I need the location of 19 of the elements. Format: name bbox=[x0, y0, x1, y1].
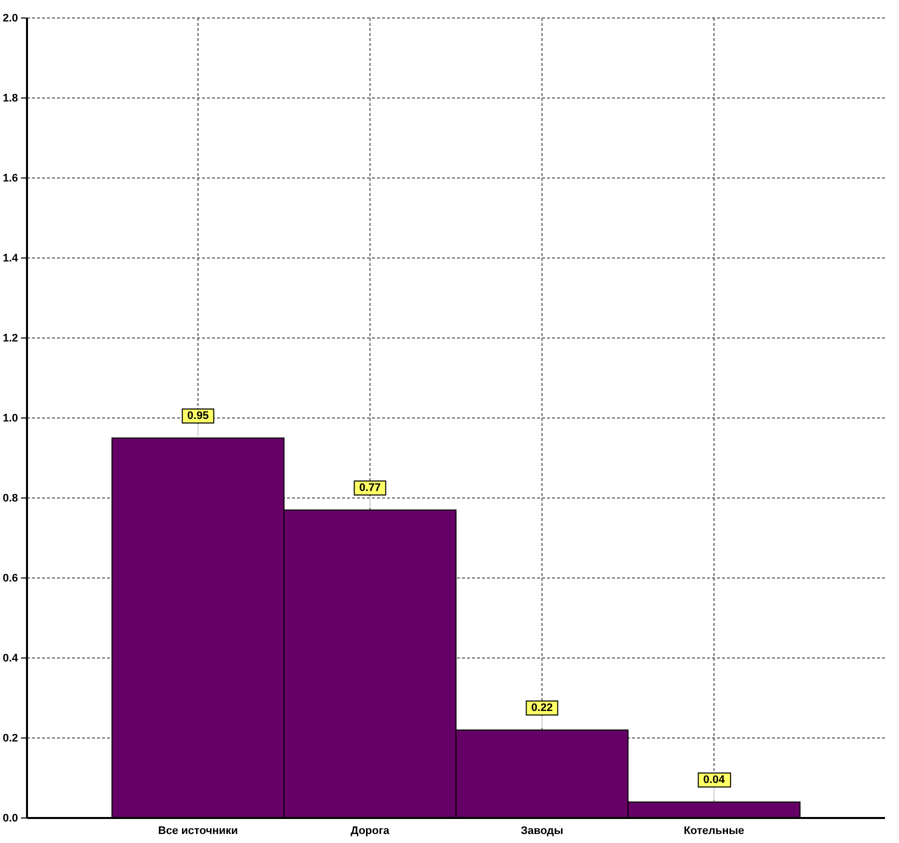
y-tick-label: 0.4 bbox=[2, 652, 19, 665]
y-tick-label: 1.6 bbox=[2, 172, 18, 185]
y-tick-label: 1.0 bbox=[2, 412, 18, 425]
y-tick-label: 2.0 bbox=[2, 12, 18, 25]
y-tick-label: 0.0 bbox=[2, 812, 18, 825]
x-tick-label: Дорога bbox=[350, 824, 390, 837]
x-tick-label: Котельные bbox=[684, 824, 744, 837]
data-label: 0.04 bbox=[703, 774, 726, 786]
y-tick-label: 0.6 bbox=[2, 572, 18, 585]
y-tick-label: 0.2 bbox=[2, 732, 18, 745]
y-tick-label: 1.8 bbox=[2, 92, 18, 105]
y-tick-label: 0.8 bbox=[2, 492, 18, 505]
x-tick-label: Заводы bbox=[520, 824, 564, 837]
data-label: 0.22 bbox=[531, 702, 553, 714]
data-label: 0.77 bbox=[359, 482, 381, 494]
data-label: 0.95 bbox=[187, 410, 209, 422]
x-tick-label: Все источники bbox=[158, 824, 238, 837]
y-tick-label: 1.2 bbox=[2, 332, 18, 345]
y-tick-label: 1.4 bbox=[2, 252, 19, 265]
